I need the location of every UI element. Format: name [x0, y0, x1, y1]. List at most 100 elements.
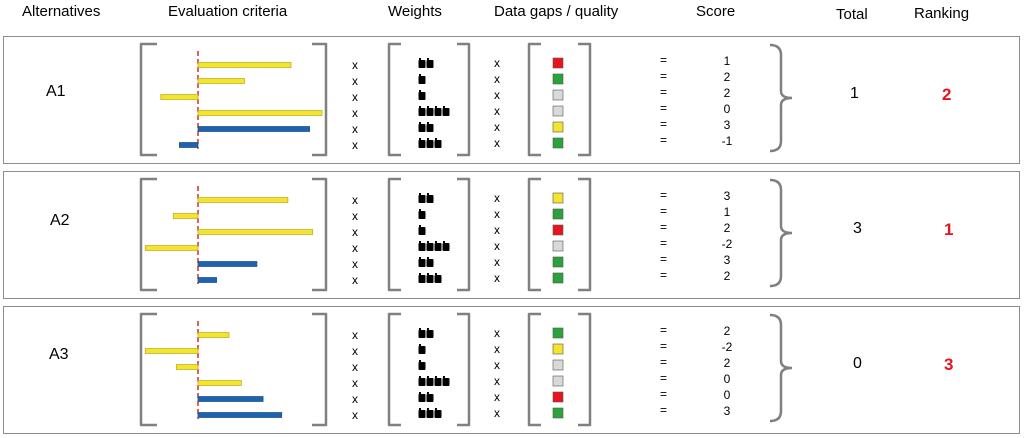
multiply-symbol: x [494, 390, 500, 404]
weight-icons [418, 257, 434, 267]
header-data-gaps-quality: Data gaps / quality [494, 3, 619, 20]
weight-icons [418, 241, 450, 251]
weight-icons [418, 344, 426, 354]
multiply-symbol: x [352, 344, 358, 358]
multiply-symbol: x [494, 223, 500, 237]
multiply-symbol: x [352, 90, 358, 104]
multiply-symbol: x [494, 72, 500, 86]
equals-symbol: = [660, 85, 667, 99]
weights-right-bracket [457, 312, 471, 427]
weight-icons [418, 392, 434, 402]
weight-icons [418, 138, 442, 148]
criterion-bar [197, 277, 217, 283]
multiply-symbol: x [352, 209, 358, 223]
weight-icons [418, 74, 426, 84]
score-value: 2 [724, 86, 731, 100]
multiply-symbol: x [352, 241, 358, 255]
weight-icons [418, 328, 434, 338]
alternative-panel-a1: A1 x x x x x x x x x x x x = 1 = 2 = 2 = 0 = 3 = -1 1 2 [3, 36, 1020, 164]
quality-swatch-gray [552, 240, 564, 252]
quality-swatch-green [552, 256, 564, 268]
score-value: -2 [722, 237, 733, 251]
criteria-right-bracket [312, 177, 328, 292]
equals-symbol: = [660, 220, 667, 234]
criterion-bar [197, 380, 242, 386]
score-value: -2 [722, 340, 733, 354]
total-value: 0 [853, 355, 862, 372]
quality-swatch-yellow [552, 192, 564, 204]
alternative-label: A2 [50, 212, 70, 229]
multiply-symbol: x [494, 207, 500, 221]
criterion-bar [197, 332, 230, 338]
quality-swatch-red [552, 224, 564, 236]
score-value: 3 [724, 404, 731, 418]
criterion-bar [197, 110, 323, 116]
quality-swatch-gray [552, 105, 564, 117]
equals-symbol: = [660, 101, 667, 115]
quality-swatch-gray [552, 89, 564, 101]
weight-icons [418, 360, 426, 370]
quality-swatch-green [552, 137, 564, 149]
weights-left-bracket [387, 42, 401, 157]
score-brace [769, 178, 793, 288]
multiply-symbol: x [494, 326, 500, 340]
multiply-symbol: x [494, 120, 500, 134]
criterion-bar [197, 78, 245, 84]
criteria-left-bracket [139, 42, 157, 157]
multiply-symbol: x [494, 358, 500, 372]
score-value: 2 [724, 221, 731, 235]
multiply-symbol: x [494, 191, 500, 205]
equals-symbol: = [660, 117, 667, 131]
quality-swatch-gray [552, 359, 564, 371]
quality-swatch-red [552, 57, 564, 69]
quality-swatch-gray [552, 375, 564, 387]
criterion-bar [175, 364, 199, 370]
multiply-symbol: x [494, 271, 500, 285]
multiply-symbol: x [494, 136, 500, 150]
score-value: 0 [724, 388, 731, 402]
header-total: Total [836, 6, 868, 23]
quality-swatch-green [552, 208, 564, 220]
criterion-bar [197, 126, 310, 132]
multiply-symbol: x [352, 225, 358, 239]
ranking-value: 2 [942, 85, 952, 104]
equals-symbol: = [660, 403, 667, 417]
equals-symbol: = [660, 204, 667, 218]
weight-icons [418, 122, 434, 132]
multiply-symbol: x [494, 239, 500, 253]
multiply-symbol: x [494, 88, 500, 102]
criteria-left-bracket [139, 312, 157, 427]
weight-icons [418, 58, 434, 68]
score-value: 2 [724, 70, 731, 84]
criterion-bar [197, 62, 292, 68]
ranking-value: 1 [944, 220, 954, 239]
multiply-symbol: x [352, 138, 358, 152]
alternative-label: A3 [49, 346, 69, 363]
criteria-right-bracket [312, 42, 328, 157]
equals-symbol: = [660, 69, 667, 83]
multiply-symbol: x [352, 74, 358, 88]
weight-icons [418, 408, 442, 418]
score-value: 2 [724, 324, 731, 338]
criterion-bar [197, 261, 258, 267]
multiply-symbol: x [352, 193, 358, 207]
multiply-symbol: x [494, 406, 500, 420]
header-evaluation-criteria: Evaluation criteria [168, 3, 288, 20]
equals-symbol: = [660, 355, 667, 369]
equals-symbol: = [660, 133, 667, 147]
score-value: 1 [724, 205, 731, 219]
weight-icons [418, 209, 426, 219]
weights-right-bracket [457, 177, 471, 292]
criteria-left-bracket [139, 177, 157, 292]
multiply-symbol: x [352, 257, 358, 271]
multiply-symbol: x [352, 360, 358, 374]
score-brace [769, 313, 793, 423]
weight-icons [418, 90, 426, 100]
criterion-bar [197, 396, 264, 402]
multiply-symbol: x [352, 328, 358, 342]
weight-icons [418, 273, 442, 283]
multiply-symbol: x [352, 122, 358, 136]
quality-right-bracket [578, 312, 592, 427]
